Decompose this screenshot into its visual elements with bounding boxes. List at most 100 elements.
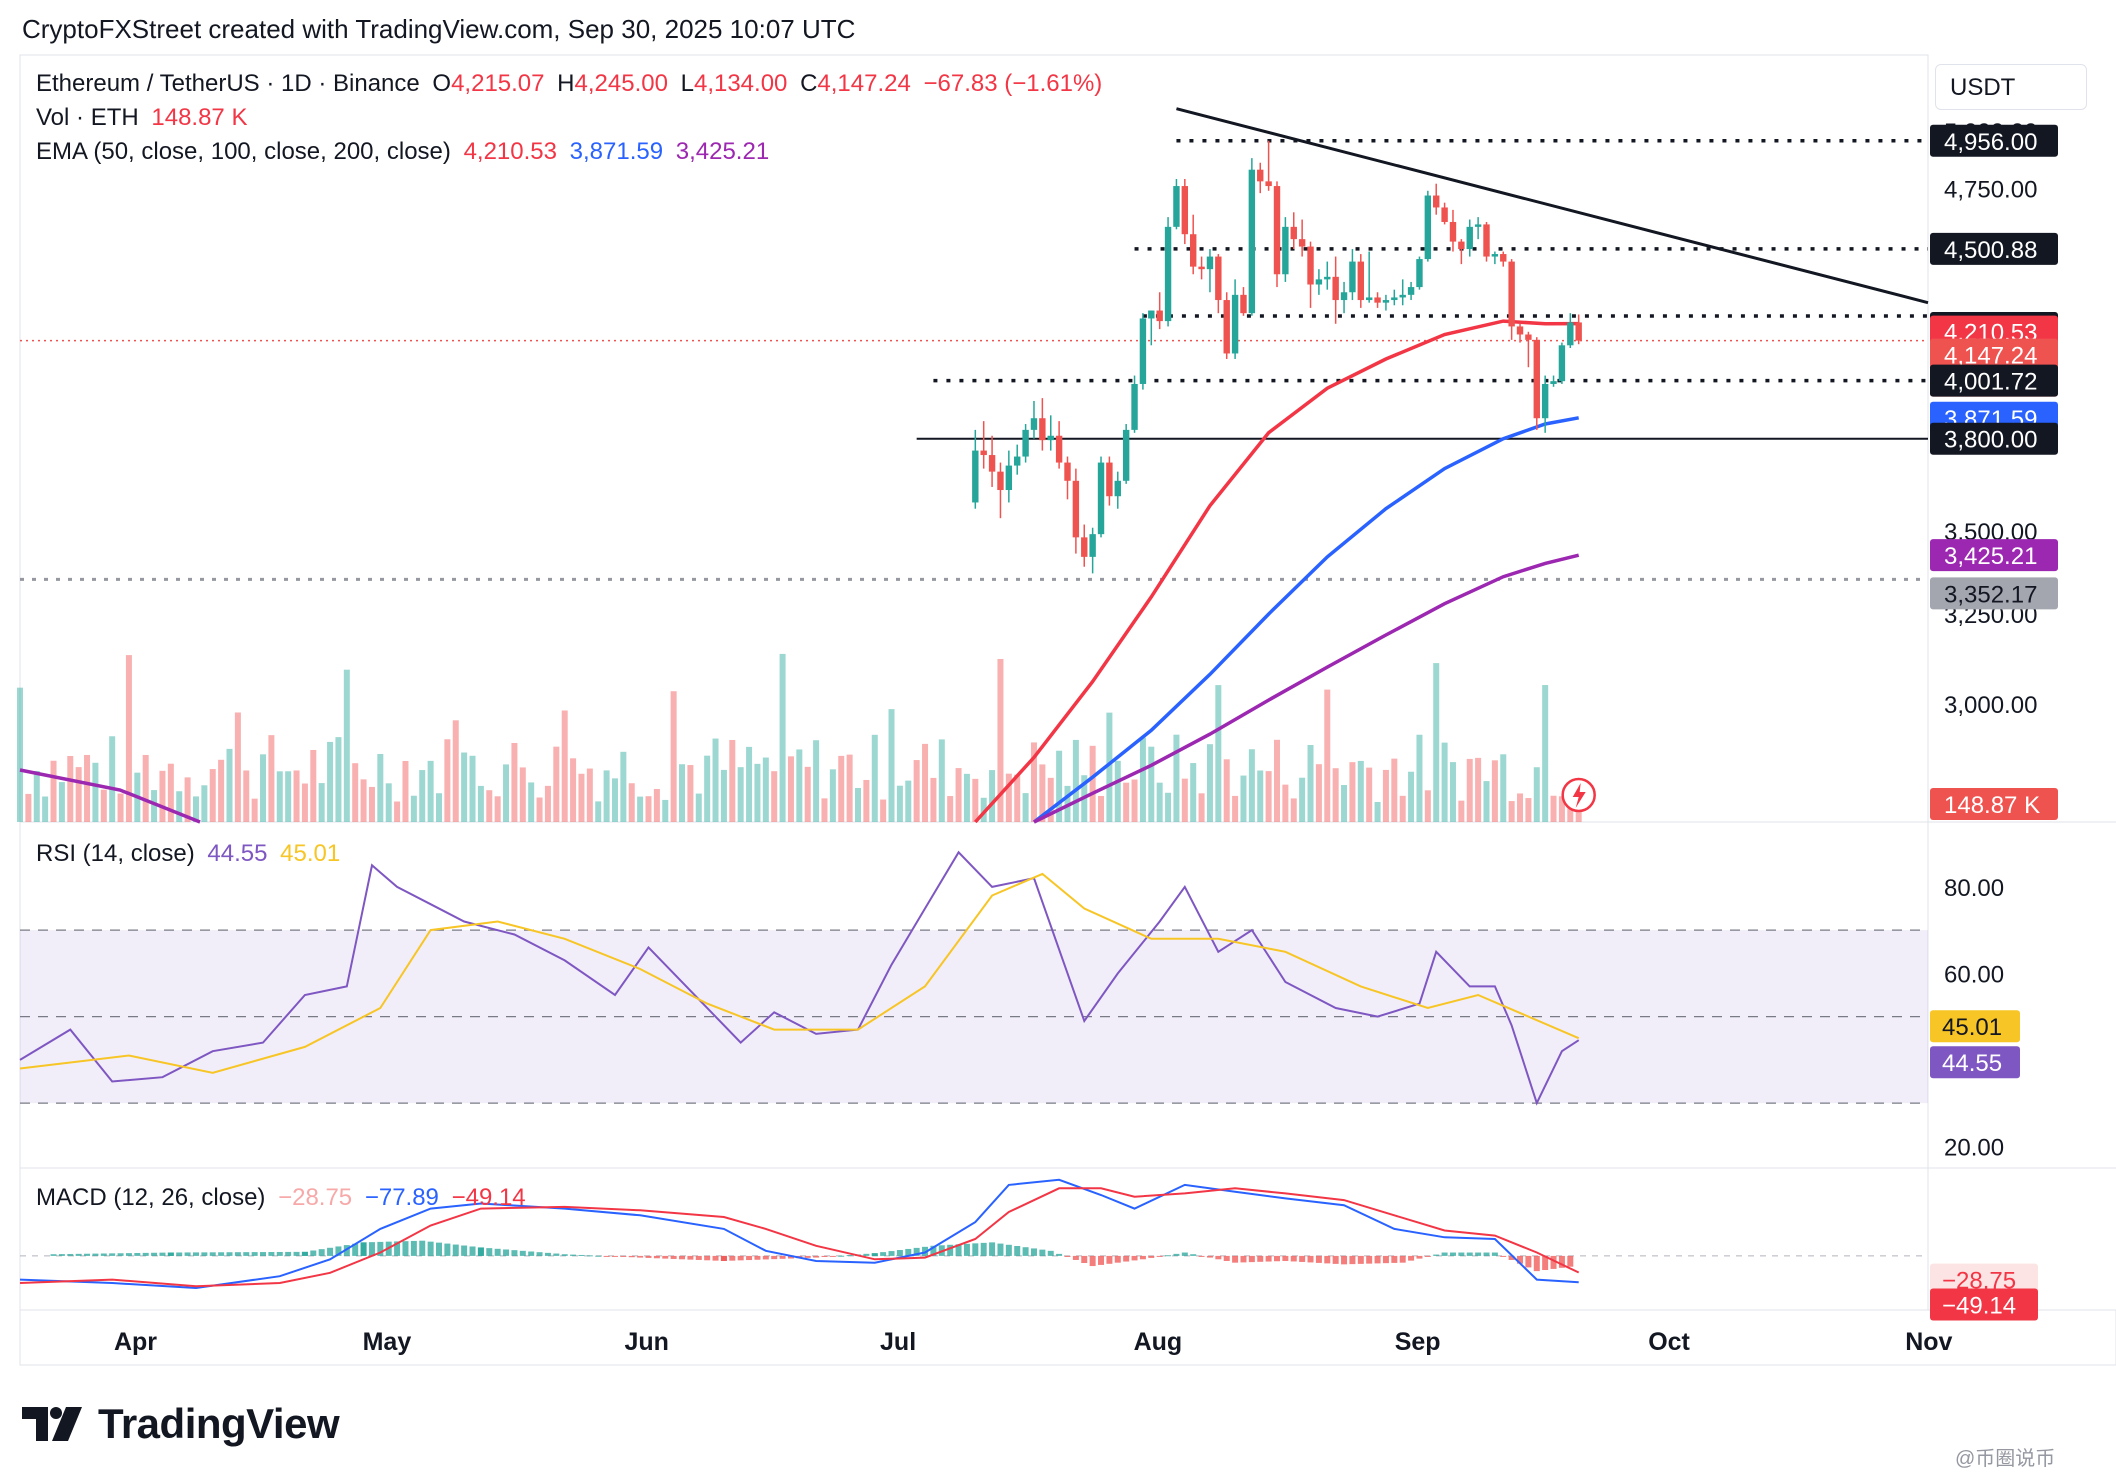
macd-histogram-bar <box>1206 1255 1213 1258</box>
macd-histogram-bar <box>1039 1249 1046 1256</box>
volume-bar <box>1349 762 1356 822</box>
macd-histogram-bar <box>611 1255 618 1257</box>
currency-selector[interactable]: USDT <box>1935 64 2087 110</box>
volume-bar <box>1223 759 1230 822</box>
macd-histogram-bar <box>1299 1255 1306 1262</box>
symbol-label[interactable]: Ethereum / TetherUS · 1D · Binance <box>36 70 420 97</box>
candle-body <box>1181 186 1189 235</box>
candle-body <box>1365 297 1373 301</box>
volume-bar <box>1005 773 1012 822</box>
macd-histogram-bar <box>1005 1244 1012 1256</box>
volume-bar <box>687 765 694 822</box>
macd-histogram-bar <box>947 1244 954 1256</box>
volume-bar <box>1173 734 1180 822</box>
volume-bar <box>896 785 903 822</box>
macd-histogram-bar <box>1500 1255 1507 1257</box>
volume-bar <box>1039 764 1046 822</box>
tradingview-logo[interactable]: TradingView <box>22 1400 340 1448</box>
volume-bar <box>1307 744 1314 822</box>
high-label: H <box>557 70 575 97</box>
volume-bar <box>997 658 1004 822</box>
volume-bar <box>285 771 292 822</box>
macd-histogram-bar <box>1265 1255 1272 1262</box>
rsi-value-tag <box>1930 1046 2020 1079</box>
macd-histogram-bar <box>167 1252 174 1256</box>
macd-histogram-bar <box>310 1250 317 1256</box>
macd-histogram-bar <box>58 1254 65 1256</box>
price-label-tag <box>1930 422 2058 455</box>
macd-histogram-bar <box>754 1255 761 1260</box>
macd-histogram-bar <box>293 1251 300 1256</box>
volume-label[interactable]: Vol · ETH <box>36 104 139 131</box>
volume-bar <box>720 769 727 822</box>
candle-body <box>1407 287 1415 295</box>
macd-histogram-bar <box>444 1243 451 1256</box>
volume-bar <box>1156 782 1163 822</box>
macd-histogram-bar <box>1357 1255 1364 1264</box>
macd-histogram-bar <box>1148 1255 1155 1258</box>
volume-bar <box>1089 745 1096 822</box>
candle-body <box>1014 456 1021 466</box>
volume-bar <box>930 777 937 822</box>
month-label: Sep <box>1395 1328 1441 1356</box>
volume-bar <box>176 791 183 822</box>
volume-bar <box>586 768 593 822</box>
volume-bar <box>461 752 468 822</box>
macd-histogram-bar <box>1441 1252 1448 1256</box>
volume-bar <box>1131 779 1138 822</box>
volume-bar <box>620 751 627 822</box>
candle-body <box>1458 241 1465 250</box>
macd-histogram-bar <box>578 1254 585 1256</box>
volume-bar <box>1500 754 1507 822</box>
ema100-value: 3,871.59 <box>569 138 664 165</box>
volume-bar <box>243 770 250 822</box>
macd-histogram-bar <box>117 1253 124 1256</box>
volume-bar <box>1014 774 1021 822</box>
volume-bar <box>1190 763 1197 822</box>
volume-bar <box>377 753 384 822</box>
macd-histogram-bar <box>519 1250 526 1256</box>
candle-body <box>1173 186 1180 227</box>
macd-histogram-bar <box>436 1242 442 1256</box>
volume-bar <box>829 769 836 822</box>
volume-bar <box>1366 767 1373 822</box>
macd-histogram-bar <box>1114 1255 1121 1263</box>
macd-histogram-bar <box>260 1252 267 1256</box>
macd-histogram-bar <box>209 1252 216 1256</box>
volume-bar <box>1123 782 1130 822</box>
macd-line <box>19 1178 1579 1290</box>
ema-label[interactable]: EMA (50, close, 100, close, 200, close) <box>36 138 451 165</box>
macd-label[interactable]: MACD (12, 26, close) <box>36 1184 266 1211</box>
candle-body <box>1030 418 1038 430</box>
candle-body <box>1114 480 1121 497</box>
macd-histogram-bar <box>469 1246 476 1256</box>
macd-histogram-bar <box>1341 1255 1348 1265</box>
macd-histogram-bar <box>1290 1255 1297 1262</box>
volume-bar <box>679 764 686 822</box>
volume-bar <box>201 785 208 822</box>
volume-bar <box>855 787 861 822</box>
candle-body <box>1081 537 1088 557</box>
volume-bar <box>402 760 409 822</box>
macd-histogram-bar <box>1215 1255 1222 1260</box>
volume-bar <box>343 669 350 822</box>
macd-histogram-bar <box>301 1251 308 1256</box>
rsi-label[interactable]: RSI (14, close) <box>36 840 195 867</box>
volume-bar <box>544 785 551 822</box>
price-label-tag <box>1930 338 2058 371</box>
macd-histogram-bar <box>1257 1255 1264 1262</box>
macd-histogram-bar <box>427 1241 434 1256</box>
macd-histogram-bar <box>176 1252 183 1256</box>
macd-histogram-bar <box>1165 1255 1172 1257</box>
macd-histogram-bar <box>50 1254 57 1256</box>
volume-bar <box>938 739 945 822</box>
candle-body <box>1424 195 1432 260</box>
low-value: 4,134.00 <box>693 70 788 97</box>
candle-body <box>1248 169 1256 314</box>
candle-body <box>1206 256 1214 270</box>
macd-histogram-bar <box>477 1247 484 1256</box>
volume-bar <box>578 773 585 822</box>
macd-histogram-bar <box>603 1255 610 1257</box>
candle-body <box>1106 462 1113 497</box>
